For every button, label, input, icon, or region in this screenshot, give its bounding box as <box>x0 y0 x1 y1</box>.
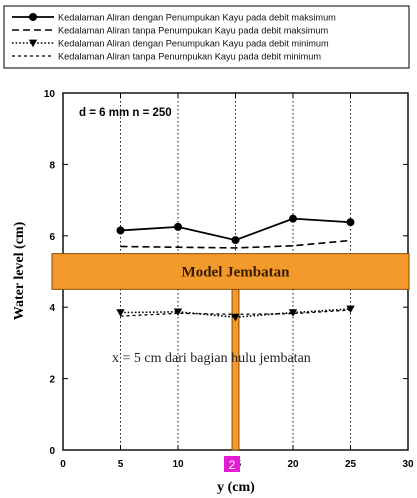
y-tick-label: 0 <box>49 446 55 457</box>
x-axis-title: y (cm) <box>217 480 255 495</box>
series-1 <box>116 214 355 245</box>
legend-item: Kedalaman Aliran tanpa Penumpukan Kayu p… <box>12 26 329 36</box>
legend-label: Kedalaman Aliran tanpa Penumpukan Kayu p… <box>58 26 329 36</box>
x-tick-label: 10 <box>172 459 184 470</box>
marker-badge-label: 2 <box>229 458 236 472</box>
data-point <box>346 218 355 227</box>
legend-box <box>3 5 410 69</box>
y-tick-label: 10 <box>44 89 56 100</box>
legend-item: Kedalaman Aliran dengan Penumpukan Kayu … <box>12 39 329 49</box>
x-tick-label: 0 <box>60 459 66 470</box>
marker-badge: 2 <box>224 456 240 472</box>
legend-marker <box>29 13 37 21</box>
series-line <box>120 239 351 249</box>
y-tick-label: 4 <box>49 303 55 314</box>
marker-badge-box <box>224 456 240 472</box>
legend-marker <box>28 39 38 48</box>
legend-item: Kedalaman Aliran tanpa Penumpukan Kayu p… <box>12 52 321 62</box>
legend-label: Kedalaman Aliran dengan Penumpukan Kayu … <box>58 13 336 23</box>
data-point <box>174 222 182 231</box>
data-point <box>231 236 240 245</box>
legend: Kedalaman Aliran dengan Penumpukan Kayu … <box>3 5 410 69</box>
bridge-deck <box>51 253 410 290</box>
bridge-pier <box>231 288 240 451</box>
y-tick-label: 6 <box>49 232 55 243</box>
x-tick-label: 30 <box>402 459 414 470</box>
y-axis-title: Water level (cm) <box>12 221 27 320</box>
data-point <box>289 214 297 223</box>
data-point <box>116 309 125 317</box>
data-point <box>288 309 298 317</box>
x-tick-label: 20 <box>287 459 299 470</box>
position-note: x = 5 cm dari bagian hulu jembatan <box>112 351 311 366</box>
parameter-annotation: d = 6 mm n = 250 <box>79 107 172 119</box>
data-point <box>231 313 240 322</box>
y-tick-label: 8 <box>49 160 55 171</box>
bridge-label: Model Jembatan <box>182 265 291 281</box>
series-line <box>120 309 351 317</box>
series-3 <box>116 305 355 322</box>
series-2 <box>120 239 351 249</box>
series-4 <box>120 309 351 317</box>
y-tick-label: 2 <box>49 375 55 386</box>
legend-label: Kedalaman Aliran dengan Penumpukan Kayu … <box>58 39 329 49</box>
x-tick-label: 5 <box>118 459 124 470</box>
data-point <box>116 226 125 235</box>
x-tick-label: 25 <box>345 459 357 470</box>
legend-label: Kedalaman Aliran tanpa Penumpukan Kayu p… <box>58 52 321 62</box>
data-point <box>346 305 355 314</box>
legend-item: Kedalaman Aliran dengan Penumpukan Kayu … <box>12 13 336 23</box>
bridge-model: Model Jembatan <box>51 253 410 451</box>
data-point <box>173 308 183 317</box>
